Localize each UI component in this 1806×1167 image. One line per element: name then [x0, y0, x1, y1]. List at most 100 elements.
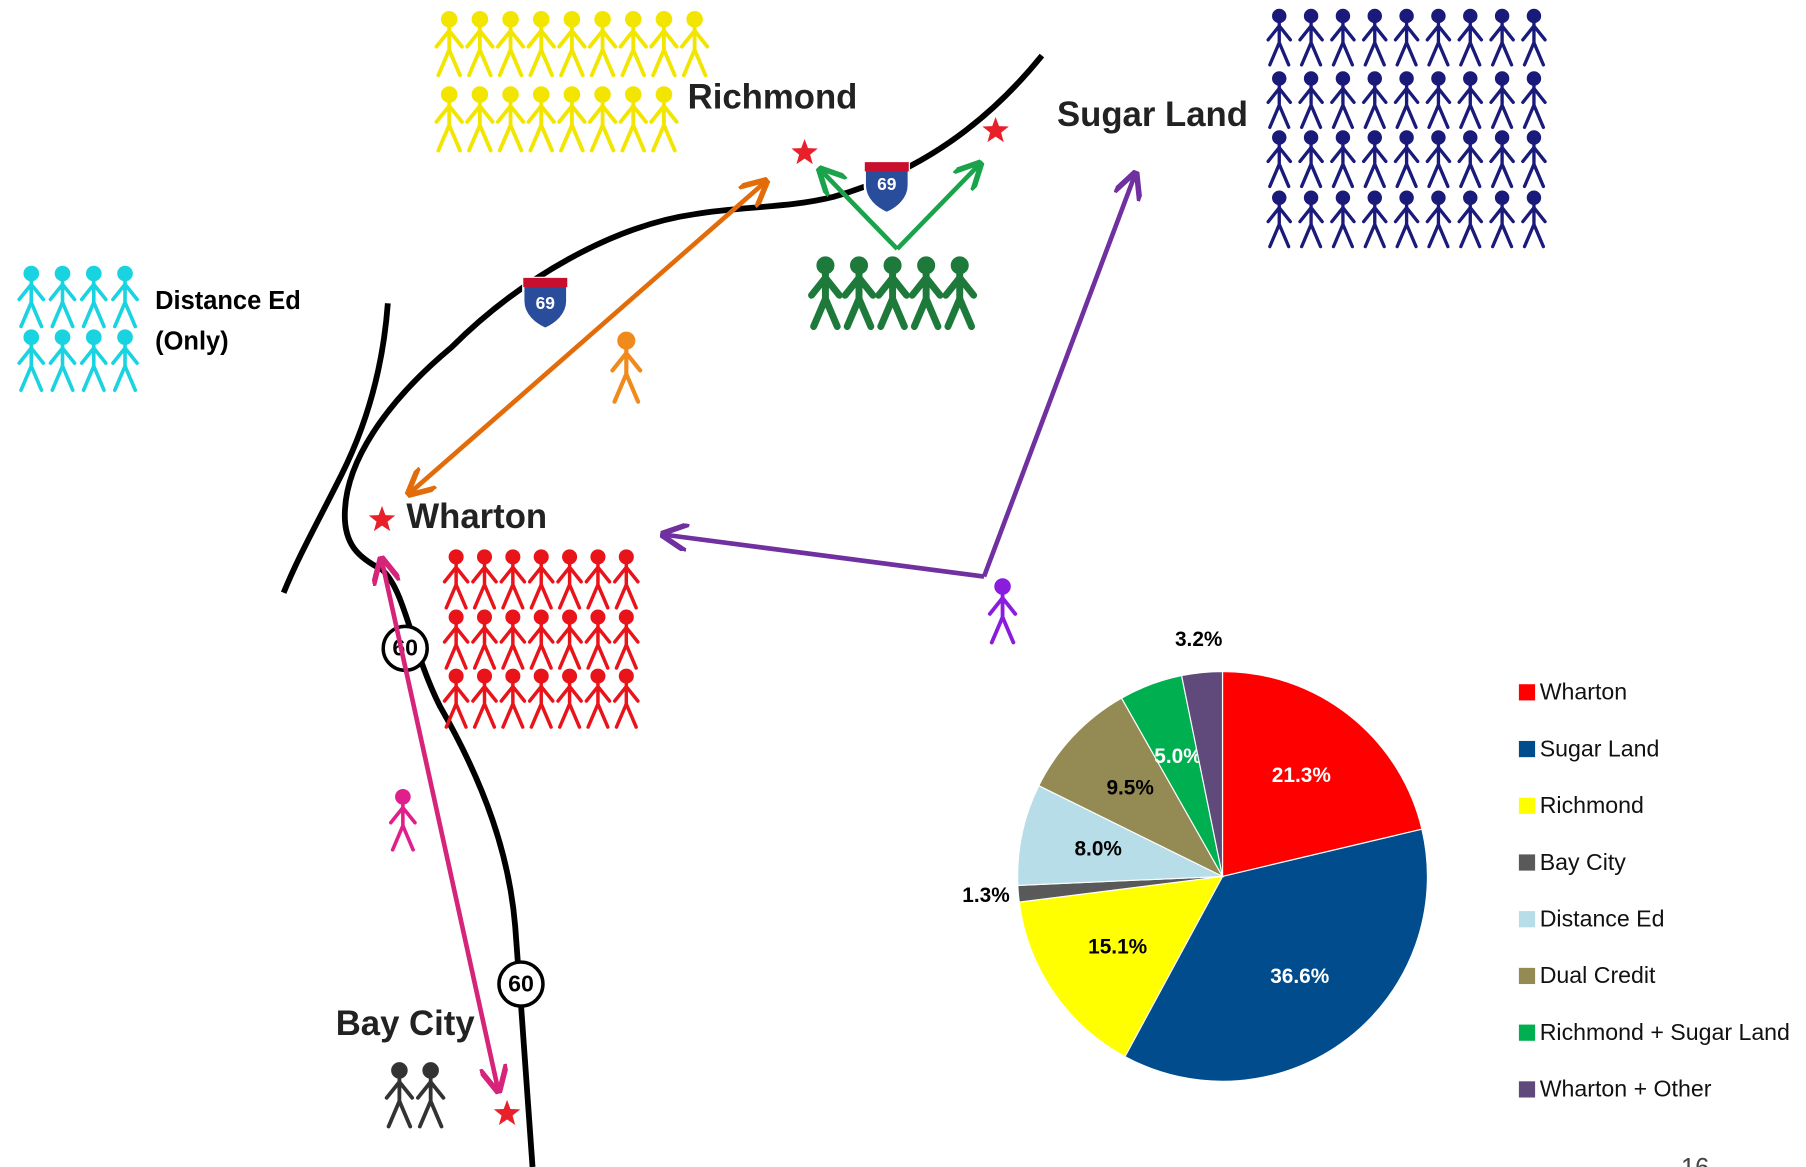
- stick-figure: [584, 609, 612, 670]
- stick-figure: [527, 609, 555, 670]
- stick-figure: [1361, 71, 1388, 130]
- figure-body: [584, 621, 612, 670]
- figure-body: [527, 680, 555, 729]
- figure-body: [79, 277, 108, 329]
- stick-figure: [48, 329, 77, 392]
- stick-figure: [1361, 130, 1388, 189]
- figure-head: [1303, 130, 1319, 145]
- figure-body: [1457, 82, 1484, 130]
- legend-label: Sugar Land: [1540, 735, 1660, 761]
- star: [791, 138, 818, 165]
- page-number: 16: [1681, 1154, 1709, 1167]
- stick-figure: [471, 668, 498, 729]
- figure-body: [1330, 141, 1356, 189]
- figure-body: [471, 680, 498, 729]
- figure-body: [987, 590, 1018, 645]
- city-label: Bay City: [336, 1005, 476, 1043]
- stick-figure: [875, 256, 910, 330]
- figure-body: [1298, 19, 1324, 67]
- data-label: 9.5%: [1106, 777, 1153, 800]
- star: [982, 116, 1009, 143]
- stick-figure: [1298, 190, 1324, 249]
- figure-body: [495, 23, 526, 78]
- figure-body: [556, 621, 583, 670]
- stick-figure: [612, 668, 640, 729]
- stick-figure: [111, 329, 139, 392]
- legend-label: Bay City: [1540, 849, 1627, 875]
- figure-body: [1425, 19, 1452, 67]
- city-label: Wharton: [406, 498, 547, 536]
- legend-label: Dual Credit: [1540, 962, 1656, 988]
- stick-figure: [442, 609, 470, 670]
- figure-head: [117, 265, 133, 282]
- stick-figure: [556, 609, 583, 670]
- stick-figure: [808, 256, 843, 330]
- legend-swatch: [1518, 854, 1536, 871]
- figure-body: [111, 277, 139, 329]
- figure-body: [587, 98, 618, 153]
- figure-body: [584, 560, 612, 610]
- figure-body: [471, 621, 498, 670]
- pie-chart: 21.3% 36.6% 15.1% 1.3% 8.0% 9.5%5.0% 3.2%: [962, 628, 1429, 1082]
- stick-figure: [1521, 71, 1547, 130]
- figure-body: [499, 621, 527, 670]
- stick-figure: [499, 549, 527, 610]
- data-label: 15.1%: [1088, 936, 1147, 959]
- stick-figure: [1425, 190, 1452, 249]
- figure-body: [1425, 201, 1452, 249]
- stick-figure: [526, 10, 556, 78]
- stick-figure: [1330, 8, 1356, 67]
- figure-body: [1298, 201, 1324, 249]
- stick-figure: [1489, 190, 1515, 249]
- figure-body: [1457, 19, 1484, 67]
- figure-head: [117, 329, 133, 346]
- legend-swatch: [1518, 911, 1536, 928]
- figure-body: [526, 23, 556, 78]
- figure-body: [612, 621, 640, 670]
- figure-body: [17, 277, 46, 329]
- figure-head: [1335, 190, 1351, 205]
- stick-figure: [1393, 71, 1420, 130]
- stick-figure: [1266, 130, 1293, 189]
- figure-body: [1266, 19, 1293, 67]
- figure-body: [1330, 82, 1356, 130]
- legend-label: Distance Ed: [1540, 905, 1665, 931]
- stick-figure: [556, 549, 583, 610]
- figure-body: [1393, 19, 1420, 67]
- figure-body: [17, 341, 46, 392]
- figure-body: [612, 680, 640, 729]
- figure-head: [562, 609, 578, 625]
- stick-figure: [495, 10, 526, 78]
- stick-figure: [527, 549, 555, 610]
- stick-figure: [841, 256, 877, 330]
- data-label: 21.3%: [1272, 764, 1331, 787]
- figure-body: [111, 341, 139, 392]
- figure-body: [908, 268, 944, 330]
- stick-figure: [471, 609, 498, 670]
- stick-figure: [389, 788, 417, 852]
- figure-body: [526, 98, 556, 153]
- figure-body: [1425, 141, 1452, 189]
- figure-head: [505, 609, 521, 625]
- stick-figure: [610, 331, 643, 404]
- stick-figure: [17, 329, 46, 392]
- figure-body: [416, 1074, 446, 1129]
- stick-figure: [618, 86, 648, 153]
- figure-body: [875, 268, 910, 330]
- pie-slice: [1018, 875, 1224, 1058]
- star: [493, 1099, 521, 1125]
- figure-body: [1489, 19, 1515, 67]
- figure-body: [1330, 201, 1356, 249]
- figure-body: [1521, 141, 1547, 189]
- figure-body: [465, 23, 495, 78]
- figures: [17, 8, 1547, 1129]
- stick-figure: [111, 265, 139, 329]
- figure-body: [442, 621, 470, 670]
- figure-body: [679, 23, 710, 78]
- stick-figure: [442, 549, 470, 610]
- figure-body: [942, 268, 978, 330]
- legend: Wharton Sugar Land Richmond Bay City Distanc…: [1518, 679, 1790, 1102]
- figure-head: [1399, 190, 1414, 205]
- legend-label: Richmond: [1540, 792, 1644, 818]
